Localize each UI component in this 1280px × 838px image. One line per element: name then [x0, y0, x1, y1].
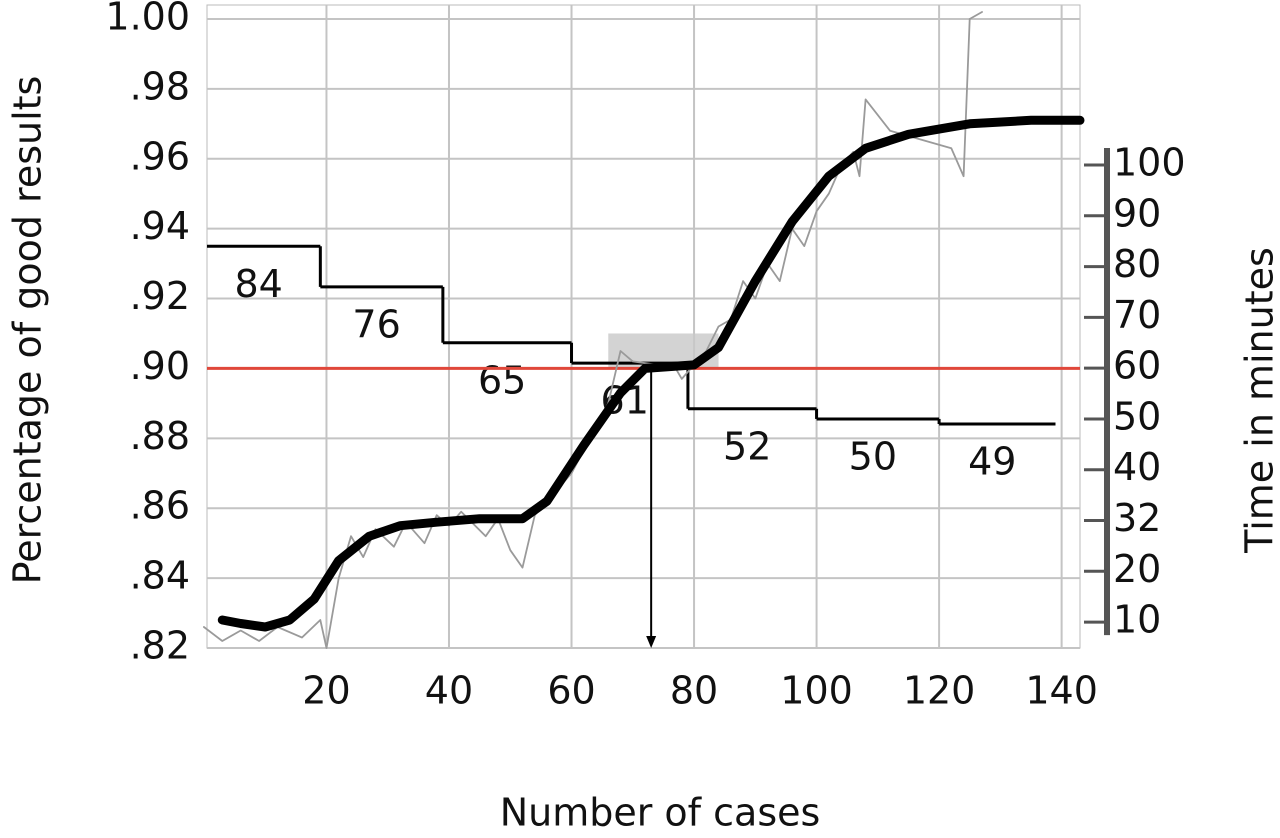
y-tick-label: .84 — [130, 554, 190, 598]
y2-tick-label: 40 — [1113, 445, 1161, 489]
y2-axis-title: Time in minutes — [1238, 247, 1280, 554]
y-tick-label: .92 — [130, 274, 190, 318]
y-tick-label: .82 — [130, 624, 190, 668]
x-axis-title: Number of cases — [500, 791, 821, 835]
plot-area — [207, 5, 1080, 648]
y-axis-title: Percentage of good results — [6, 76, 50, 585]
step-label: 84 — [234, 262, 282, 306]
x-tick-label: 120 — [903, 669, 976, 713]
y2-tick-label: 80 — [1113, 242, 1161, 286]
x-tick-label: 100 — [780, 669, 853, 713]
y2-tick-label: 90 — [1113, 191, 1161, 235]
y-tick-label: .96 — [130, 134, 190, 178]
x-tick-label: 60 — [547, 669, 595, 713]
step-label: 50 — [849, 434, 897, 478]
step-label: 52 — [723, 424, 771, 468]
y2-tick-label: 32 — [1113, 496, 1161, 540]
y-tick-label: .94 — [130, 204, 190, 248]
y2-tick-label: 20 — [1113, 547, 1161, 591]
x-tick-label: 40 — [425, 669, 473, 713]
x-tick-label: 80 — [670, 669, 718, 713]
step-label: 76 — [352, 302, 400, 346]
y-tick-label: .86 — [130, 484, 190, 528]
y2-tick-label: 70 — [1113, 293, 1161, 337]
y2-tick-label: 10 — [1113, 598, 1161, 642]
x-tick-label: 20 — [302, 669, 350, 713]
y-tick-label: .98 — [130, 64, 190, 108]
y-tick-label: .88 — [130, 414, 190, 458]
y-tick-label: 1.00 — [105, 0, 190, 38]
x-tick-label: 140 — [1025, 669, 1098, 713]
step-label: 49 — [968, 440, 1016, 484]
y2-tick-label: 60 — [1113, 344, 1161, 388]
y2-tick-label: 50 — [1113, 394, 1161, 438]
y-tick-label: .90 — [130, 344, 190, 388]
y2-tick-label: 100 — [1113, 140, 1186, 184]
step-label: 65 — [478, 358, 526, 402]
